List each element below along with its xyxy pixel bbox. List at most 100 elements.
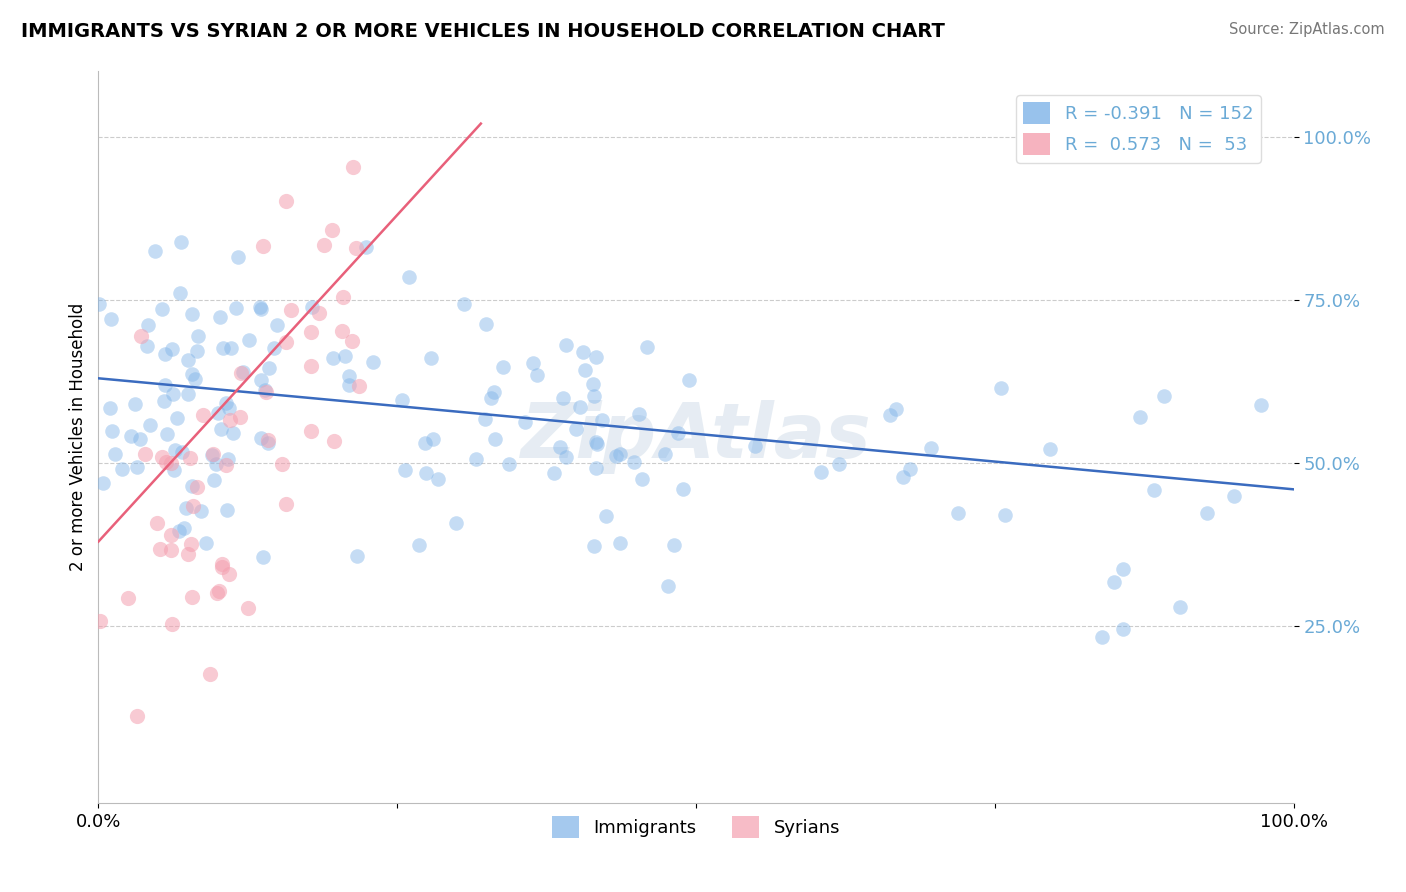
Point [160, 543, 183, 558]
Point [229, 366, 252, 380]
Point [173, 521, 195, 535]
Point [219, 341, 242, 355]
Point [166, 410, 188, 425]
Point [156, 427, 179, 442]
Point [274, 497, 297, 511]
Point [209, 310, 232, 324]
Point [426, 472, 449, 486]
Point [204, 473, 226, 487]
Point [337, 377, 360, 392]
Point [177, 353, 200, 368]
Point [574, 363, 596, 377]
Point [408, 538, 430, 552]
Point [143, 244, 166, 258]
Point [257, 436, 280, 450]
Point [484, 432, 506, 446]
Point [87, 297, 110, 311]
Point [162, 386, 184, 401]
Point [585, 434, 607, 449]
Point [215, 458, 238, 473]
Point [153, 377, 176, 392]
Point [202, 446, 225, 460]
Point [1168, 599, 1191, 614]
Point [238, 601, 260, 615]
Point [181, 307, 204, 321]
Point [898, 462, 921, 476]
Point [1195, 506, 1218, 520]
Point [149, 542, 172, 557]
Point [218, 566, 240, 581]
Point [205, 586, 228, 600]
Point [104, 447, 127, 461]
Point [361, 355, 384, 369]
Point [205, 457, 228, 471]
Point [879, 409, 901, 423]
Point [153, 393, 176, 408]
Point [117, 591, 139, 605]
Point [190, 504, 212, 518]
Point [465, 452, 488, 467]
Point [238, 334, 260, 348]
Point [226, 250, 249, 264]
Point [312, 238, 335, 252]
Point [605, 449, 627, 463]
Point [231, 365, 253, 379]
Point [609, 536, 631, 550]
Point [555, 450, 578, 464]
Point [146, 516, 169, 530]
Point [1102, 574, 1125, 589]
Point [543, 467, 565, 481]
Point [111, 462, 134, 476]
Point [810, 466, 832, 480]
Point [420, 351, 443, 365]
Point [222, 426, 245, 441]
Point [551, 392, 574, 406]
Point [212, 342, 235, 356]
Point [276, 194, 298, 208]
Point [124, 397, 146, 411]
Point [250, 373, 273, 387]
Point [177, 387, 200, 401]
Point [252, 549, 274, 564]
Point [136, 318, 159, 332]
Point [195, 536, 218, 550]
Point [299, 325, 322, 339]
Point [322, 434, 344, 449]
Point [162, 616, 184, 631]
Point [254, 385, 277, 400]
Point [582, 376, 605, 391]
Point [1222, 489, 1244, 503]
Point [555, 338, 578, 352]
Point [828, 457, 851, 471]
Point [582, 539, 605, 553]
Point [139, 417, 162, 432]
Point [299, 424, 322, 438]
Point [994, 508, 1017, 522]
Point [177, 547, 200, 561]
Text: IMMIGRANTS VS SYRIAN 2 OR MORE VEHICLES IN HOUSEHOLD CORRELATION CHART: IMMIGRANTS VS SYRIAN 2 OR MORE VEHICLES … [21, 22, 945, 41]
Point [308, 306, 330, 320]
Point [129, 328, 152, 343]
Point [572, 345, 595, 359]
Point [179, 451, 201, 466]
Point [101, 424, 124, 438]
Point [162, 343, 184, 357]
Text: Source: ZipAtlas.com: Source: ZipAtlas.com [1229, 22, 1385, 37]
Point [333, 349, 356, 363]
Point [526, 368, 548, 382]
Point [1091, 630, 1114, 644]
Point [662, 538, 685, 552]
Point [522, 356, 544, 370]
Point [990, 381, 1012, 395]
Point [498, 457, 520, 471]
Point [337, 368, 360, 383]
Point [186, 343, 208, 358]
Point [250, 302, 273, 317]
Point [225, 301, 247, 316]
Point [666, 425, 689, 440]
Point [211, 560, 233, 574]
Point [198, 667, 221, 681]
Point [169, 524, 191, 538]
Point [657, 579, 679, 593]
Point [582, 389, 605, 403]
